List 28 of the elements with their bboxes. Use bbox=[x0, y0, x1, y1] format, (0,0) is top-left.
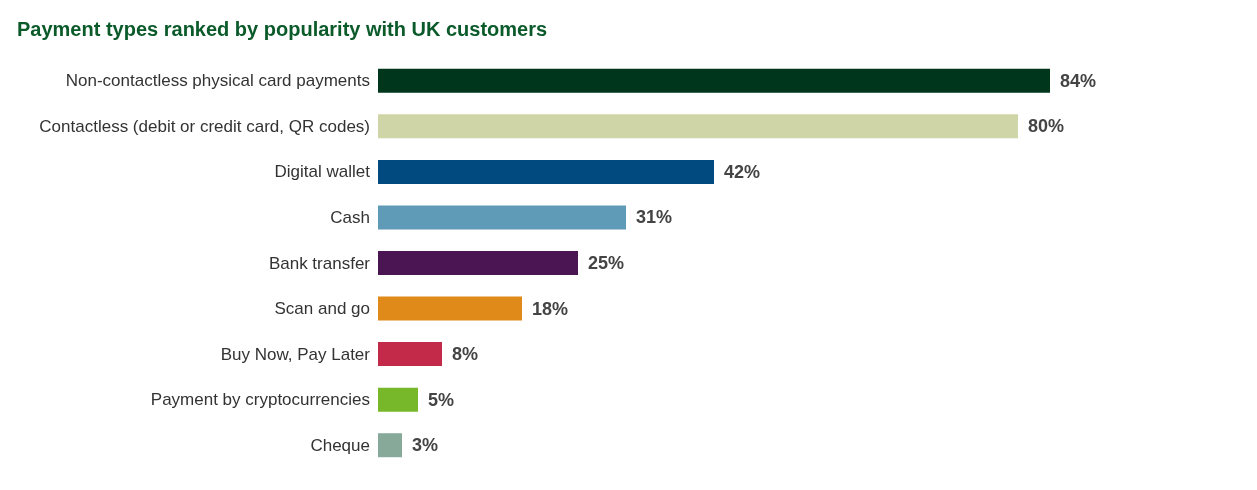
bar bbox=[378, 433, 402, 458]
y-tick-label: Payment by cryptocurrencies bbox=[150, 390, 370, 410]
data-label: 3% bbox=[412, 435, 439, 456]
y-tick-label: Digital wallet bbox=[274, 162, 371, 182]
bar bbox=[378, 159, 714, 184]
bar bbox=[378, 296, 522, 321]
data-label: 18% bbox=[532, 298, 569, 319]
y-tick-label: Cash bbox=[330, 207, 370, 227]
bar bbox=[378, 205, 626, 230]
data-label: 42% bbox=[724, 161, 761, 182]
y-tick-label: Bank transfer bbox=[268, 253, 371, 273]
y-tick-label: Contactless (debit or credit card, QR codes) bbox=[39, 116, 370, 136]
y-tick-label: Buy Now, Pay Later bbox=[220, 344, 371, 364]
chart-title: Payment types ranked by popularity with UK customers bbox=[17, 18, 548, 40]
data-label: 5% bbox=[428, 389, 455, 410]
y-tick-label: Scan and go bbox=[274, 299, 370, 319]
bar bbox=[378, 342, 442, 367]
data-label: 25% bbox=[588, 253, 625, 273]
data-label: 31% bbox=[636, 207, 673, 228]
bar bbox=[378, 114, 1018, 139]
y-tick-label: Cheque bbox=[310, 435, 370, 455]
y-tick-label: Non-contactless physical card payments bbox=[65, 71, 370, 91]
data-label: 80% bbox=[1028, 116, 1065, 137]
data-label: 8% bbox=[452, 344, 479, 365]
bar bbox=[378, 387, 418, 412]
bar bbox=[378, 68, 1050, 93]
data-label: 84% bbox=[1060, 70, 1097, 91]
bar bbox=[378, 251, 578, 275]
